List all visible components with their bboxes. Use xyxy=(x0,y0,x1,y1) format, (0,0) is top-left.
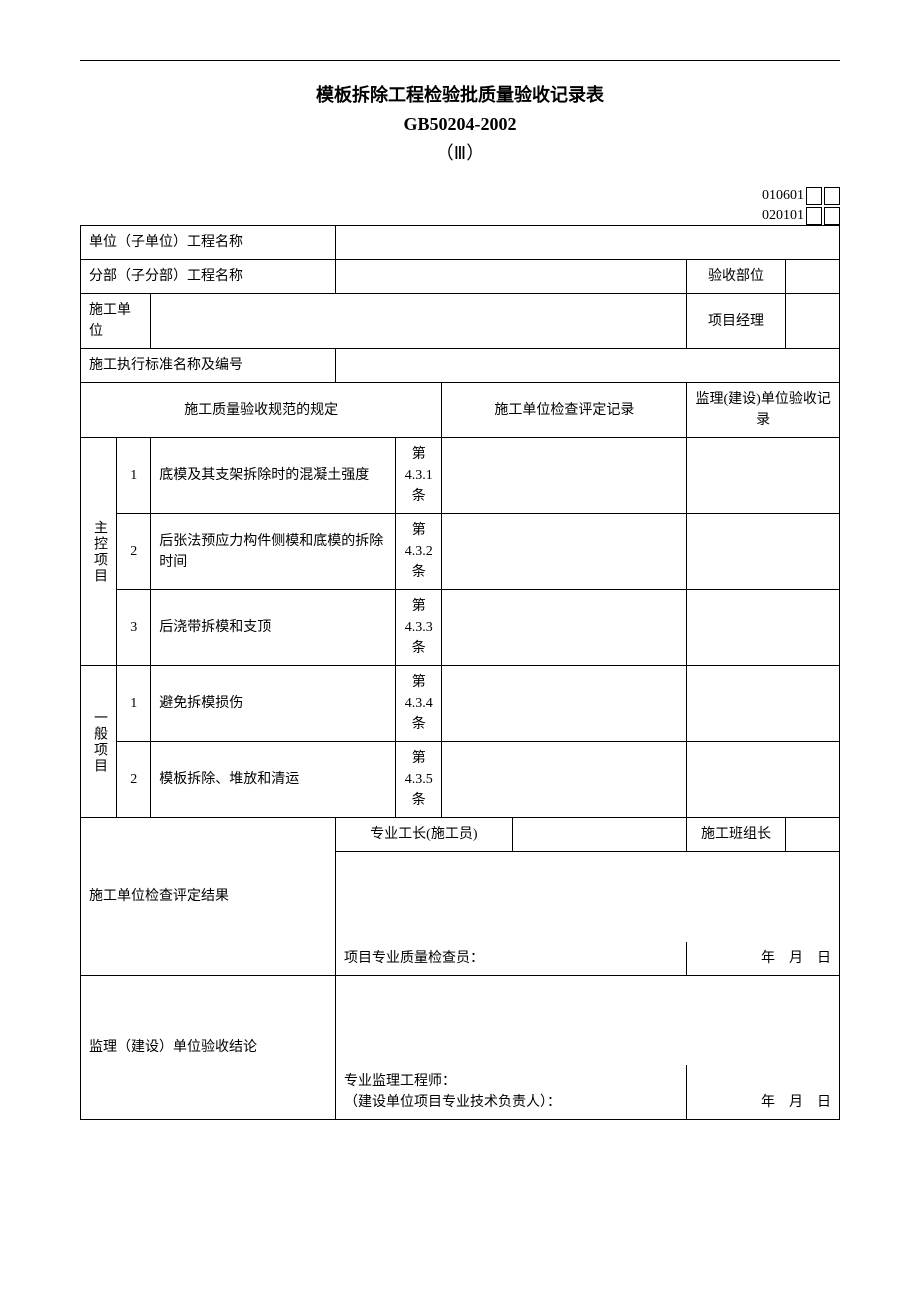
code-box xyxy=(806,207,822,225)
row-unit-project: 单位（子单位）工程名称 xyxy=(81,226,840,260)
project-manager-label: 项目经理 xyxy=(687,294,785,349)
top-horizontal-rule xyxy=(80,60,840,61)
row-mc3: 3 后浇带拆模和支顶 第 4.3.3 条 xyxy=(81,590,840,666)
title-block: 模板拆除工程检验批质量验收记录表 GB50204-2002 （Ⅲ） xyxy=(80,81,840,167)
mc2-check xyxy=(442,514,687,590)
row-division-project: 分部（子分部）工程名称 验收部位 xyxy=(81,260,840,294)
mc2-supervision xyxy=(687,514,840,590)
mc2-ref: 第 4.3.2 条 xyxy=(396,514,442,590)
division-project-label: 分部（子分部）工程名称 xyxy=(81,260,336,294)
mc1-check xyxy=(442,438,687,514)
supervision-engineer-block: 专业监理工程师： （建设单位项目专业技术负责人）： xyxy=(335,1065,686,1120)
mc3-num: 3 xyxy=(117,590,151,666)
g1-num: 1 xyxy=(117,666,151,742)
exec-standard-value xyxy=(335,349,839,383)
title-main: 模板拆除工程检验批质量验收记录表 xyxy=(80,81,840,110)
owner-tech-lead-label: （建设单位项目专业技术负责人）： xyxy=(344,1092,678,1113)
mc1-desc: 底模及其支架拆除时的混凝土强度 xyxy=(151,438,396,514)
mc2-num: 2 xyxy=(117,514,151,590)
division-project-value xyxy=(335,260,686,294)
g2-num: 2 xyxy=(117,742,151,818)
hdr-unit-check-record: 施工单位检查评定记录 xyxy=(442,383,687,438)
g2-check xyxy=(442,742,687,818)
title-roman: （Ⅲ） xyxy=(80,139,840,168)
construction-unit-label: 施工单位 xyxy=(81,294,151,349)
date-year-label: 年 xyxy=(761,1095,775,1110)
code-box xyxy=(824,187,840,205)
group-general: 一般项目 xyxy=(81,666,117,818)
team-leader-value xyxy=(785,818,839,852)
g1-ref: 第 4.3.4 条 xyxy=(396,666,442,742)
quality-inspector-date: 年 月 日 xyxy=(687,942,840,976)
hdr-supervision-record: 监理(建设)单位验收记录 xyxy=(687,383,840,438)
row-mc2: 2 后张法预应力构件侧模和底模的拆除时间 第 4.3.2 条 xyxy=(81,514,840,590)
row-g1: 一般项目 1 避免拆模损伤 第 4.3.4 条 xyxy=(81,666,840,742)
mc1-ref: 第 4.3.1 条 xyxy=(396,438,442,514)
foreman-label: 专业工长(施工员) xyxy=(335,818,512,852)
date-month-label: 月 xyxy=(789,1095,803,1110)
mc3-supervision xyxy=(687,590,840,666)
code-2-text: 020101 xyxy=(762,208,804,224)
date-day-label: 日 xyxy=(817,951,831,966)
accept-part-label: 验收部位 xyxy=(687,260,785,294)
team-leader-label: 施工班组长 xyxy=(687,818,785,852)
project-manager-value xyxy=(785,294,839,349)
g1-check xyxy=(442,666,687,742)
quality-inspector-label: 项目专业质量检查员： xyxy=(335,942,686,976)
code-box xyxy=(824,207,840,225)
row-g2: 2 模板拆除、堆放和清运 第 4.3.5 条 xyxy=(81,742,840,818)
row-mc1: 主控项目 1 底模及其支架拆除时的混凝土强度 第 4.3.1 条 xyxy=(81,438,840,514)
row-supervision-blank: 监理（建设）单位验收结论 xyxy=(81,975,840,1065)
mc1-num: 1 xyxy=(117,438,151,514)
group-general-label: 一般项目 xyxy=(89,710,110,774)
accept-part-value xyxy=(785,260,839,294)
row-foreman-teamleader: 施工单位检查评定结果 专业工长(施工员) 施工班组长 xyxy=(81,818,840,852)
supervision-engineer-label: 专业监理工程师： xyxy=(344,1071,678,1092)
foreman-value xyxy=(512,818,687,852)
row-column-headers: 施工质量验收规范的规定 施工单位检查评定记录 监理(建设)单位验收记录 xyxy=(81,383,840,438)
mc2-desc: 后张法预应力构件侧模和底模的拆除时间 xyxy=(151,514,396,590)
code-1-text: 010601 xyxy=(762,188,804,204)
supervision-conclusion-blank xyxy=(335,975,839,1065)
mc3-ref: 第 4.3.3 条 xyxy=(396,590,442,666)
unit-check-result-blank xyxy=(335,852,839,942)
code-row-1: 010601 xyxy=(80,187,840,205)
mc1-supervision xyxy=(687,438,840,514)
unit-project-value xyxy=(335,226,839,260)
row-construction-unit: 施工单位 项目经理 xyxy=(81,294,840,349)
mc3-desc: 后浇带拆模和支顶 xyxy=(151,590,396,666)
g1-supervision xyxy=(687,666,840,742)
group-main-control-label: 主控项目 xyxy=(89,520,110,584)
g2-desc: 模板拆除、堆放和清运 xyxy=(151,742,396,818)
exec-standard-label: 施工执行标准名称及编号 xyxy=(81,349,336,383)
construction-unit-value xyxy=(151,294,687,349)
hdr-spec-regulation: 施工质量验收规范的规定 xyxy=(81,383,442,438)
date-year-label: 年 xyxy=(761,951,775,966)
g2-supervision xyxy=(687,742,840,818)
group-main-control: 主控项目 xyxy=(81,438,117,666)
supervision-date: 年 月 日 xyxy=(687,1065,840,1120)
title-code: GB50204-2002 xyxy=(80,110,840,139)
unit-project-label: 单位（子单位）工程名称 xyxy=(81,226,336,260)
acceptance-record-table: 单位（子单位）工程名称 分部（子分部）工程名称 验收部位 施工单位 项目经理 施… xyxy=(80,225,840,1120)
date-day-label: 日 xyxy=(817,1095,831,1110)
row-exec-standard: 施工执行标准名称及编号 xyxy=(81,349,840,383)
g1-desc: 避免拆模损伤 xyxy=(151,666,396,742)
code-row-2: 020101 xyxy=(80,207,840,225)
g2-ref: 第 4.3.5 条 xyxy=(396,742,442,818)
code-box xyxy=(806,187,822,205)
mc3-check xyxy=(442,590,687,666)
unit-check-result-label: 施工单位检查评定结果 xyxy=(81,818,336,976)
supervision-conclusion-label: 监理（建设）单位验收结论 xyxy=(81,975,336,1120)
date-month-label: 月 xyxy=(789,951,803,966)
